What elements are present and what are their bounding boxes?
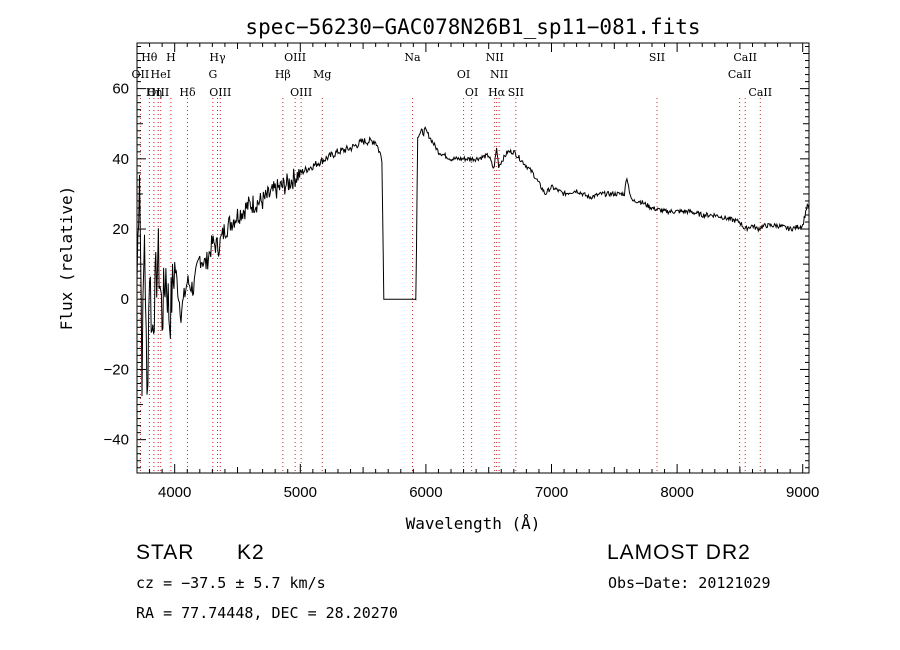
line-label-18: Hδ xyxy=(179,86,196,99)
line-label-14: NII xyxy=(490,68,508,81)
y-tick-label-5: 60 xyxy=(112,81,129,98)
line-label-12: Mg xyxy=(313,68,331,81)
object-class: STAR xyxy=(136,541,195,564)
y-tick-label-0: −40 xyxy=(104,432,129,449)
line-label-23: SII xyxy=(508,86,524,99)
survey-name: LAMOST DR2 xyxy=(607,541,751,564)
line-label-15: CaII xyxy=(728,68,752,81)
line-label-6: SII xyxy=(649,51,665,64)
line-label-24: CaII xyxy=(748,86,772,99)
line-label-5: NII xyxy=(486,51,504,64)
y-axis-label: Flux (relative) xyxy=(57,186,76,331)
line-label-21: OI xyxy=(465,86,478,99)
line-label-11: Hβ xyxy=(275,68,291,81)
line-label-1: H xyxy=(166,51,176,64)
subclass: K2 xyxy=(237,541,265,564)
redshift-readout: cz = −37.5 ± 5.7 km/s xyxy=(136,574,326,592)
line-label-20: OIII xyxy=(290,86,312,99)
line-label-4: Na xyxy=(404,51,421,64)
y-tick-label-4: 40 xyxy=(112,151,129,168)
x-tick-label-4: 8000 xyxy=(660,484,693,501)
line-label-19: OIII xyxy=(209,86,231,99)
x-tick-label-1: 5000 xyxy=(284,484,317,501)
line-label-22: Hα xyxy=(488,86,506,99)
line-label-3: OIII xyxy=(284,51,306,64)
line-label-2: Hγ xyxy=(209,51,226,64)
line-label-10: G xyxy=(208,68,217,81)
chart-title: spec−56230−GAC078N26B1_sp11−081.fits xyxy=(245,15,700,39)
line-label-9: HeI xyxy=(151,68,171,81)
spectrum-series-line xyxy=(137,126,809,397)
y-tick-label-3: 20 xyxy=(112,221,129,238)
line-label-13: OI xyxy=(457,68,470,81)
x-tick-label-2: 6000 xyxy=(409,484,442,501)
obs-date: Obs−Date: 20121029 xyxy=(608,574,771,592)
x-tick-label-0: 4000 xyxy=(158,484,191,501)
y-tick-label-2: 0 xyxy=(121,291,129,308)
x-tick-label-3: 7000 xyxy=(535,484,568,501)
line-label-7: CaII xyxy=(733,51,757,64)
plot-frame xyxy=(136,42,810,474)
coordinates: RA = 77.74448, DEC = 28.20270 xyxy=(136,604,398,622)
line-label-16: OIII xyxy=(147,86,169,99)
line-label-0: Hθ xyxy=(141,51,158,64)
line-label-17: Hη xyxy=(146,86,162,99)
x-axis-label: Wavelength (Å) xyxy=(406,514,541,533)
x-tick-label-5: 9000 xyxy=(786,484,819,501)
y-tick-label-1: −20 xyxy=(104,361,129,378)
